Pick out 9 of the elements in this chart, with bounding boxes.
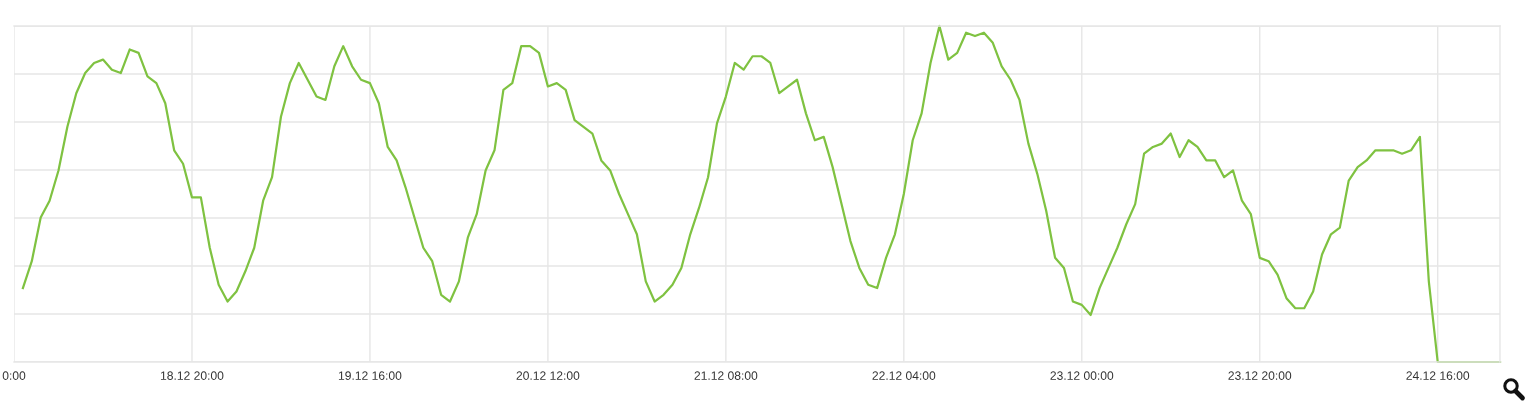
x-tick-label: 23.12 20:00 xyxy=(1228,371,1292,380)
x-tick-label: 19.12 16:00 xyxy=(338,371,402,380)
x-tick-label: 18.12 20:00 xyxy=(160,371,224,380)
x-tick-label: 24.12 16:00 xyxy=(1406,371,1470,380)
x-tick-label: 22.12 04:00 xyxy=(872,371,936,380)
x-tick-label: 20.12 12:00 xyxy=(516,371,580,380)
x-tick-label: 0:00 xyxy=(2,371,26,380)
x-tick-label: 21.12 08:00 xyxy=(694,371,758,380)
x-tick-label: 23.12 00:00 xyxy=(1050,371,1114,380)
